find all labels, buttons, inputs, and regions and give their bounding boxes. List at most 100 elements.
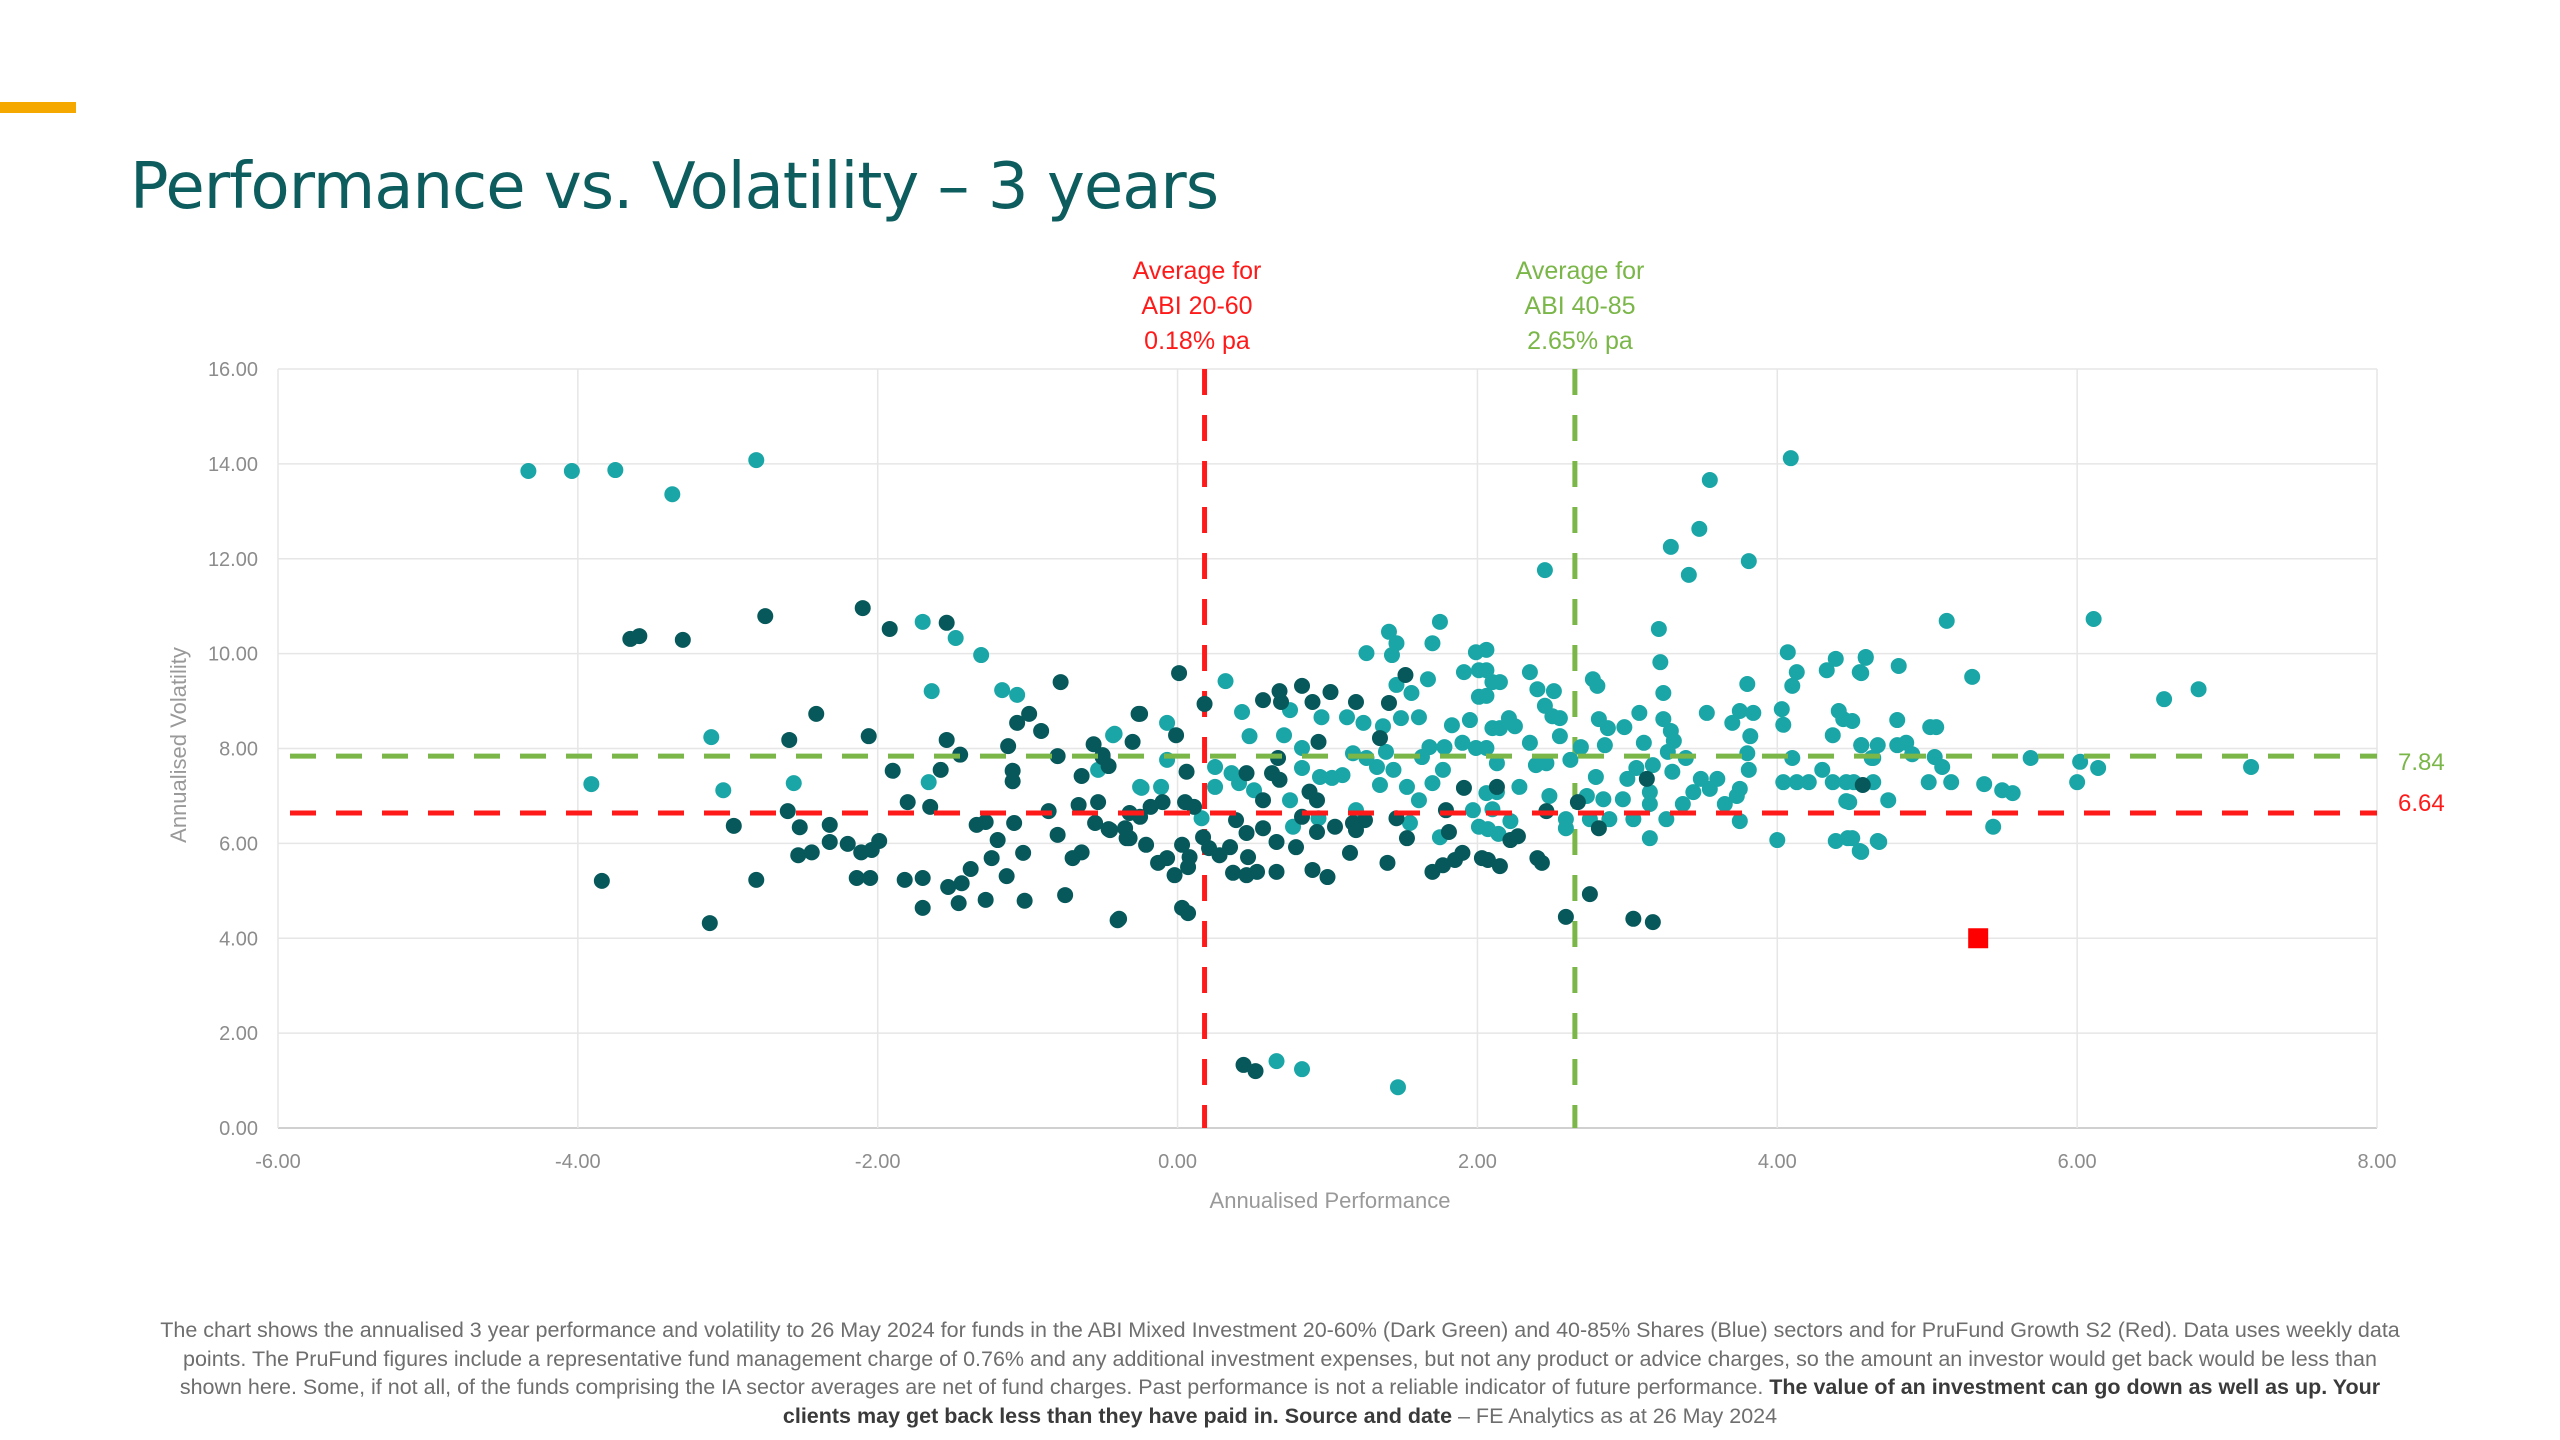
fund-point [1004, 773, 1021, 790]
fund-point [1334, 767, 1351, 784]
fund-point [1818, 662, 1835, 679]
fund-point [1410, 792, 1427, 809]
fund-point [854, 600, 871, 617]
fund-point [1739, 745, 1756, 762]
fund-point [1109, 912, 1126, 929]
fund-point [1355, 714, 1372, 731]
fund-point [1313, 709, 1330, 726]
fund-point [1538, 755, 1555, 772]
fund-point [1268, 863, 1285, 880]
volatility-40-85-label: 7.84 [2398, 749, 2445, 776]
fund-point [1052, 674, 1069, 691]
fund-point [1310, 733, 1327, 750]
fund-point [1238, 765, 1255, 782]
x-tick-label: 0.00 [1158, 1151, 1197, 1173]
fund-point [1742, 728, 1759, 745]
fund-point [1488, 755, 1505, 772]
fund-point [1841, 794, 1858, 811]
footer-line-1: The chart shows the annualised 3 year pe… [160, 1318, 2400, 1342]
fund-point [1403, 684, 1420, 701]
fund-point [593, 872, 610, 889]
y-tick-label: 0.00 [219, 1118, 258, 1140]
fund-point [953, 875, 970, 892]
fund-point [1454, 844, 1471, 861]
fund-point [748, 452, 765, 469]
fund-point [1652, 654, 1669, 671]
fund-point [1491, 720, 1508, 737]
fund-point [1587, 768, 1604, 785]
y-tick-label: 14.00 [208, 454, 258, 476]
fund-point [631, 628, 648, 645]
fund-point [1545, 683, 1562, 700]
fund-point [1070, 796, 1087, 813]
fund-point [1569, 794, 1586, 811]
fund-point [1740, 761, 1757, 778]
fund-point [1392, 710, 1409, 727]
fund-point [989, 832, 1006, 849]
fund-point [1814, 761, 1831, 778]
fund-point [1631, 704, 1648, 721]
fund-point [1371, 777, 1388, 794]
fund-point [1338, 709, 1355, 726]
fund-point [1102, 822, 1119, 839]
fund-point [2085, 610, 2102, 627]
x-tick-label: 2.00 [1458, 1151, 1497, 1173]
fund-point [1090, 794, 1107, 811]
fund-point [1698, 704, 1715, 721]
fund-point [1380, 694, 1397, 711]
fund-point [1701, 472, 1718, 489]
fund-point [1178, 763, 1195, 780]
fund-point [871, 833, 888, 850]
fund-point [1890, 657, 1907, 674]
fund-point [860, 728, 877, 745]
fund-point [2069, 774, 2086, 791]
fund-point [583, 776, 600, 793]
fund-point [2190, 681, 2207, 698]
fund-point [973, 647, 990, 664]
fund-point [1478, 740, 1495, 757]
fund-point [1773, 701, 1790, 718]
fund-point [1529, 681, 1546, 698]
gridlines [277, 368, 2378, 1129]
fund-point [1124, 733, 1141, 750]
fund-point [1168, 727, 1185, 744]
fund-point [2004, 785, 2021, 802]
fund-point [1479, 851, 1496, 868]
fund-point [1769, 832, 1786, 849]
fund-point [1590, 711, 1607, 728]
fund-point [1268, 833, 1285, 850]
fund-point [1087, 814, 1104, 831]
fund-point [1853, 665, 1870, 682]
fund-point [1419, 671, 1436, 688]
fund-point [1691, 520, 1708, 537]
data-points [520, 450, 2260, 1096]
fund-point [920, 774, 937, 791]
fund-point [1174, 836, 1191, 853]
fund-point [779, 803, 796, 820]
fund-point [1595, 791, 1612, 808]
fund-point [1166, 867, 1183, 884]
y-tick-label: 6.00 [219, 833, 258, 855]
avg-abi-20-60-line1: Average for [1132, 257, 1262, 285]
fund-point [1240, 849, 1257, 866]
fund-point [1193, 810, 1210, 827]
fund-point [1880, 792, 1897, 809]
fund-point [1371, 730, 1388, 747]
fund-point [1380, 623, 1397, 640]
fund-point [2090, 759, 2107, 776]
avg-abi-40-85-line1: Average for [1515, 257, 1645, 285]
fund-point [994, 682, 1011, 699]
fund-point [1377, 743, 1394, 760]
fund-point [1490, 825, 1507, 842]
fund-point [839, 835, 856, 852]
fund-point [1680, 566, 1697, 583]
fund-point [1628, 759, 1645, 776]
y-tick-label: 16.00 [208, 359, 258, 381]
fund-point [1551, 728, 1568, 745]
fund-point [1551, 710, 1568, 727]
fund-point [1943, 774, 1960, 791]
prufund-marker [1968, 928, 1989, 949]
fund-point [1857, 649, 1874, 666]
fund-point [1015, 844, 1032, 861]
fund-point [725, 817, 742, 834]
